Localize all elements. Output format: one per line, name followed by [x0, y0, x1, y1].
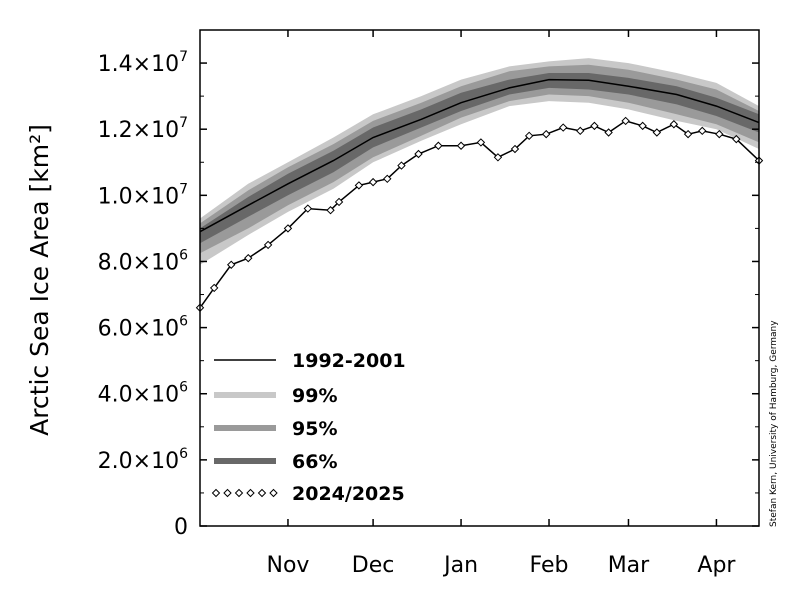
x-tick-label: Feb	[530, 553, 569, 578]
data-point-2024-2025	[591, 122, 598, 129]
legend-label: 95%	[292, 418, 337, 440]
author-credit: Stefan Kern, University of Hamburg, Germ…	[769, 320, 779, 527]
data-point-2024-2025	[653, 129, 660, 136]
data-point-2024-2025	[543, 131, 550, 138]
legend-diamond-icon	[259, 490, 266, 497]
legend-diamond-icon	[247, 490, 254, 497]
legend-diamond-icon	[213, 490, 220, 497]
y-tick-label: 1.4×107	[98, 49, 188, 77]
y-tick-label: 1.0×107	[98, 181, 188, 209]
x-tick-label: Jan	[442, 553, 478, 578]
y-tick-label: 6.0×106	[98, 314, 188, 342]
y-axis-title: Arctic Sea Ice Area [km²]	[25, 124, 54, 436]
x-tick-label: Mar	[608, 553, 650, 578]
legend-label: 99%	[292, 385, 337, 407]
y-tick-label: 2.0×106	[98, 446, 188, 474]
data-point-2024-2025	[370, 179, 377, 186]
legend-diamond-icon	[270, 490, 277, 497]
x-tick-label: Nov	[266, 553, 309, 578]
legend: 1992-2001 99% 95% 66% 2024/2025	[213, 350, 406, 505]
legend-diamond-icon	[236, 490, 243, 497]
legend-diamond-icon	[224, 490, 231, 497]
legend-label: 2024/2025	[292, 483, 405, 505]
series-line-2024-2025	[200, 121, 759, 308]
data-point-2024-2025	[560, 124, 567, 131]
legend-swatch-current	[213, 490, 278, 497]
y-tick-label: 4.0×106	[98, 380, 188, 408]
legend-label: 1992-2001	[292, 350, 406, 372]
y-tick-label: 8.0×106	[98, 247, 188, 275]
data-point-2024-2025	[716, 131, 723, 138]
y-tick-label: 0	[174, 515, 188, 540]
data-point-2024-2025	[435, 142, 442, 149]
x-tick-label: Dec	[352, 553, 395, 578]
plot-area	[197, 58, 763, 311]
x-tick-label: Apr	[697, 553, 736, 578]
legend-label: 66%	[292, 451, 337, 473]
band-66-percent	[200, 73, 759, 243]
data-point-2024-2025	[699, 127, 706, 134]
data-point-2024-2025	[458, 142, 465, 149]
data-point-2024-2025	[639, 122, 646, 129]
data-point-2024-2025	[577, 127, 584, 134]
y-tick-label: 1.2×107	[98, 115, 188, 143]
